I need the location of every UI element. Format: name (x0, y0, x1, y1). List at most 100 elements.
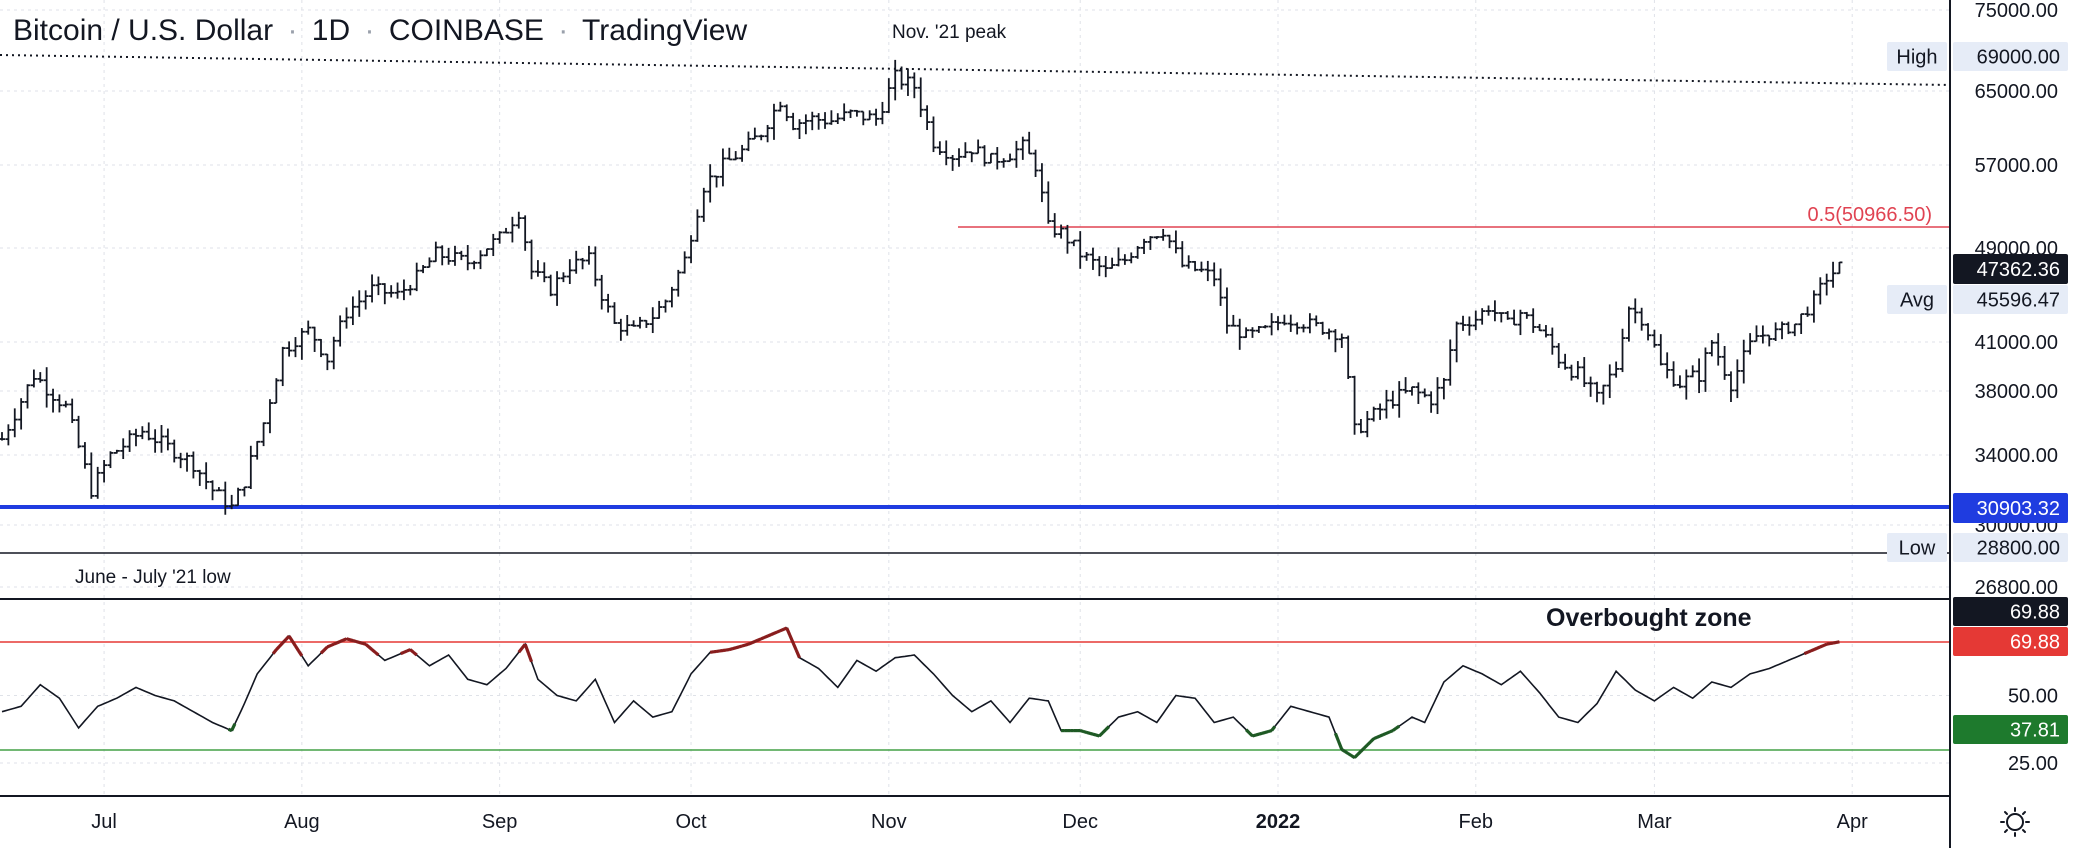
ohlc-bar (1268, 313, 1275, 336)
rsi-overbought-segment (773, 630, 778, 635)
ohlc-bar (962, 142, 969, 158)
rsi-oversold-segment (1098, 731, 1104, 738)
ohlc-bar (1141, 238, 1148, 255)
ohlc-bar (451, 245, 458, 266)
ohlc-bar (1058, 224, 1065, 239)
low-label-tag-text: Low (1899, 538, 1936, 560)
ohlc-bar (1759, 325, 1766, 344)
ohlc-bar (1217, 268, 1224, 306)
ohlc-bar (273, 378, 280, 404)
ohlc-bar (56, 394, 63, 413)
ohlc-bar (949, 155, 956, 171)
ohlc-bar (1804, 306, 1811, 317)
rsi-value-tag: 37.81 (1953, 715, 2068, 744)
ohlc-bar (81, 442, 88, 469)
ohlc-bar (24, 384, 31, 409)
ohlc-bar (1721, 346, 1728, 380)
rsi-overbought-segment (1810, 648, 1815, 653)
ohlc-bar (432, 241, 439, 263)
ohlc-bar (662, 299, 669, 313)
ohlc-bar (509, 216, 516, 243)
rsi-oversold-segment (1395, 724, 1401, 730)
rsi-overbought-segment (782, 626, 788, 631)
ohlc-bar (37, 372, 44, 383)
ohlc-bar (822, 112, 829, 129)
rsi-oversold-segment (1258, 731, 1263, 736)
ohlc-bar (828, 110, 835, 125)
ohlc-bar (1581, 357, 1588, 387)
ohlc-bar (936, 141, 943, 155)
ohlc-bar (1440, 377, 1447, 400)
ohlc-bar (1160, 228, 1167, 241)
rsi-oversold-segment (1385, 730, 1391, 735)
rsi-overbought-segment (1806, 649, 1812, 654)
ohlc-bar (247, 445, 254, 489)
rsi-oversold-segment (1089, 731, 1094, 736)
ohlc-bar (132, 428, 139, 447)
ohlc-bar (1236, 318, 1243, 350)
ohlc-bar (1651, 329, 1658, 348)
rsi-oversold-segment (1261, 730, 1266, 735)
ohlc-bar (956, 148, 962, 167)
price-tick-label: 26800.00 (1975, 577, 2058, 599)
rsi-tick-label: 25.00 (2008, 753, 2058, 775)
ohlc-bar (898, 66, 905, 90)
rsi-overbought-segment (271, 648, 278, 655)
ohlc-bar (139, 426, 146, 440)
settings-gear-icon[interactable] (2000, 807, 2030, 837)
rsi-overbought-segment (329, 642, 335, 648)
rsi-oversold-segment (1082, 729, 1088, 734)
ohlc-bar (1013, 140, 1020, 168)
ohlc-bar (1638, 307, 1645, 331)
ohlc-bar (847, 109, 854, 119)
ohlc-bar (700, 187, 707, 222)
ohlc-bar (184, 452, 191, 472)
ohlc-bar (560, 272, 567, 283)
ohlc-bar (471, 260, 478, 270)
ohlc-bar (1287, 314, 1294, 332)
ohlc-bar (464, 245, 471, 271)
rsi-oversold-segment (1104, 725, 1111, 731)
rsi-oversold-segment (1264, 729, 1269, 734)
ohlc-bar (815, 113, 822, 130)
rsi-overbought-segment (333, 641, 338, 646)
rsi-overbought-segment (1826, 642, 1831, 646)
rsi-overbought-segment (409, 648, 415, 654)
rsi-oversold-segment (1244, 728, 1251, 734)
rsi-panel (0, 626, 1950, 759)
ohlc-bar (69, 398, 76, 424)
rsi-oversold-segment (1086, 730, 1091, 735)
ohlc-bar (1715, 333, 1722, 366)
ohlc-bar (1153, 236, 1160, 240)
rsi-oversold-segment (1379, 733, 1384, 738)
ohlc-bar (1255, 326, 1262, 333)
ohlc-bar (592, 246, 599, 287)
ohlc-bar (534, 260, 541, 277)
rsi-overbought-segment (791, 642, 798, 651)
rsi-oversold-segment (1373, 735, 1378, 741)
rsi-oversold-segment (1092, 732, 1097, 737)
ohlc-bar (1396, 381, 1403, 418)
low-value-tag: 28800.00 (1953, 533, 2068, 562)
ohlc-bar (643, 319, 650, 328)
ohlc-bar (1823, 273, 1830, 296)
ohlc-bar (1306, 313, 1313, 334)
rsi-value-tag-bg (1953, 715, 2068, 744)
ohlc-bar (1727, 371, 1734, 402)
ohlc-bar (943, 140, 950, 166)
ohlc-bar (751, 127, 758, 140)
ohlc-bar (1549, 327, 1556, 355)
rsi-overbought-segment (732, 646, 737, 651)
low-value-tag-text: 28800.00 (1977, 538, 2060, 560)
ohlc-bar (1319, 321, 1326, 335)
last-price-tag-bg (1953, 254, 2068, 284)
ohlc-bar (228, 494, 235, 510)
ohlc-bar (1542, 325, 1549, 338)
ohlc-bar (675, 269, 682, 297)
rsi-overbought-segment (364, 642, 370, 649)
rsi-oversold-segment (1350, 754, 1356, 759)
rsi-oversold-segment (1255, 732, 1260, 737)
ohlc-bar (113, 449, 120, 454)
ohlc-bar (1479, 308, 1486, 325)
ohlc-bar (911, 72, 918, 99)
